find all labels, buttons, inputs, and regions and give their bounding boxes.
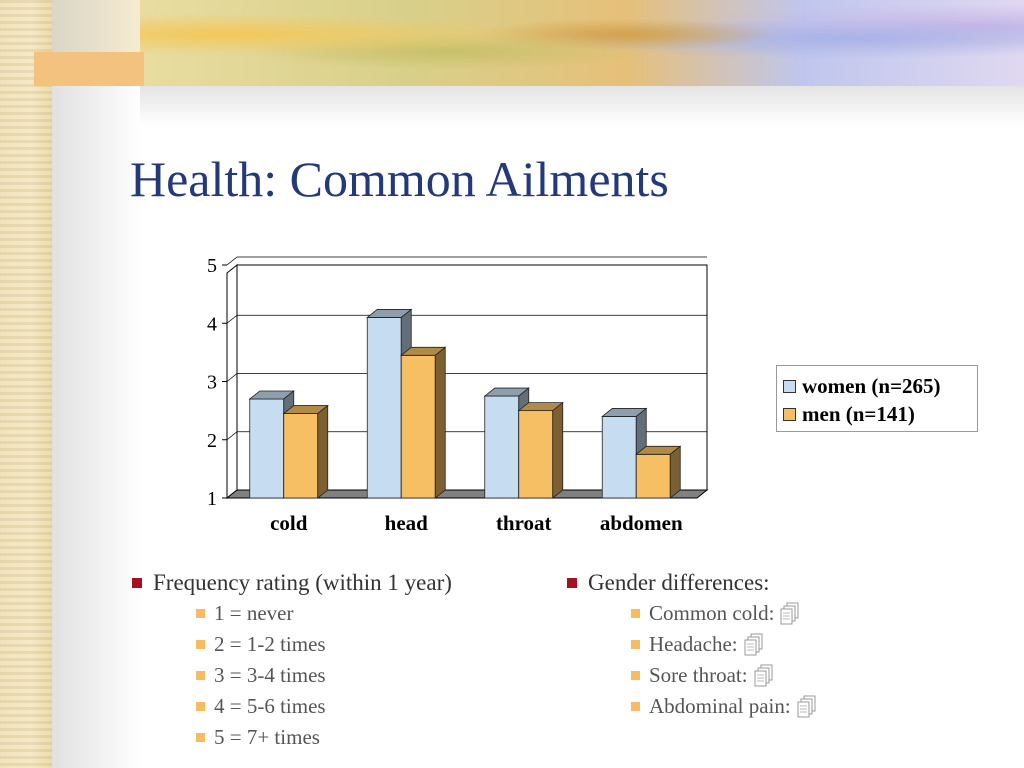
background-top-banner	[140, 0, 1024, 86]
chart-x-tick-label: throat	[496, 511, 552, 535]
gender-item-label: Headache:	[649, 632, 738, 656]
chart-bar-side	[669, 445, 681, 499]
chart-bar-side	[317, 404, 329, 499]
document-icon[interactable]	[780, 602, 800, 626]
chart-bar-men-throat	[518, 410, 554, 499]
list-item: Headache:	[631, 629, 817, 660]
background-orange-block	[34, 52, 144, 86]
list-item: 2 = 1-2 times	[196, 629, 452, 660]
chart-x-ticks: cold head throat abdomen	[270, 511, 683, 535]
sub-bullet-square-icon	[631, 609, 640, 618]
chart-bar-women-throat	[484, 395, 520, 499]
chart-gridline-side	[226, 256, 238, 266]
chart-y-tick-label: 1	[207, 488, 217, 510]
background-banner-shadow	[140, 86, 1024, 126]
sub-bullet-square-icon	[196, 640, 205, 649]
chart-bar-men-cold	[283, 413, 319, 499]
chart-gridline-side	[226, 314, 238, 324]
gender-heading: Gender differences:	[588, 570, 770, 595]
gender-item-label: Abdominal pain:	[649, 694, 791, 718]
chart-side-wall	[226, 263, 238, 500]
chart-bar-women-abdomen	[601, 416, 637, 499]
legend-item-men: men (n=141)	[783, 400, 977, 428]
chart-bar-side	[434, 346, 446, 499]
frequency-item: 4 = 5-6 times	[214, 694, 326, 718]
chart-y-tick-label: 3	[207, 372, 217, 394]
gender-heading-row: Gender differences:	[567, 568, 817, 598]
chart-bar-men-head	[400, 354, 436, 499]
chart-x-tick-label: abdomen	[600, 511, 683, 535]
frequency-item: 2 = 1-2 times	[214, 632, 326, 656]
slide-title: Health: Common Ailments	[130, 151, 669, 207]
list-item: Sore throat:	[631, 660, 817, 691]
list-item: 3 = 3-4 times	[196, 660, 452, 691]
chart-bar-men-abdomen	[635, 453, 671, 499]
gender-differences-list: Gender differences: Common cold: Headach…	[567, 568, 817, 722]
chart-bars	[248, 308, 682, 499]
frequency-heading-row: Frequency rating (within 1 year)	[132, 568, 452, 598]
gender-item-label: Common cold:	[649, 601, 775, 625]
chart-y-ticks: 1 2 3 4 5	[207, 255, 228, 510]
legend-label-men: men (n=141)	[802, 401, 915, 426]
chart-bar-side	[552, 401, 564, 499]
chart-bar-women-cold	[249, 398, 285, 499]
legend-label-women: women (n=265)	[802, 373, 941, 398]
sub-bullet-square-icon	[631, 702, 640, 711]
frequency-item: 5 = 7+ times	[214, 725, 320, 749]
sub-bullet-square-icon	[196, 671, 205, 680]
chart-y-tick-label: 5	[207, 255, 217, 277]
frequency-item: 3 = 3-4 times	[214, 663, 326, 687]
list-item: Common cold:	[631, 598, 817, 629]
background-left-shadow	[52, 0, 142, 768]
document-icon[interactable]	[744, 633, 764, 657]
chart-gridline-side	[226, 431, 238, 441]
chart-gridline-side	[226, 373, 238, 382]
bar-chart: 1 2 3 4 5 cold head throat abdomen	[207, 255, 709, 535]
chart-bar-women-head	[366, 317, 402, 499]
sub-bullet-square-icon	[196, 609, 205, 618]
bullet-square-icon	[567, 578, 577, 588]
gender-item-label: Sore throat:	[649, 663, 748, 687]
chart-x-tick-label: cold	[270, 511, 308, 535]
sub-bullet-square-icon	[631, 671, 640, 680]
list-item: 5 = 7+ times	[196, 722, 452, 753]
background-left-strip	[0, 0, 52, 768]
frequency-item: 1 = never	[214, 601, 294, 625]
chart-y-tick-label: 4	[207, 313, 217, 335]
sub-bullet-square-icon	[196, 733, 205, 742]
list-item: 4 = 5-6 times	[196, 691, 452, 722]
sub-bullet-square-icon	[196, 702, 205, 711]
legend-item-women: women (n=265)	[783, 372, 977, 400]
legend-swatch-men	[783, 407, 796, 421]
frequency-list: Frequency rating (within 1 year) 1 = nev…	[132, 568, 452, 753]
document-icon[interactable]	[797, 695, 817, 719]
list-item: 1 = never	[196, 598, 452, 629]
document-icon[interactable]	[754, 664, 774, 688]
list-item: Abdominal pain:	[631, 691, 817, 722]
bullet-square-icon	[132, 578, 142, 588]
sub-bullet-square-icon	[631, 640, 640, 649]
legend-swatch-women	[783, 379, 796, 393]
chart-legend: women (n=265) men (n=141)	[776, 365, 978, 432]
chart-y-tick-label: 2	[207, 430, 217, 452]
frequency-heading: Frequency rating (within 1 year)	[153, 570, 452, 595]
chart-x-tick-label: head	[385, 511, 429, 535]
